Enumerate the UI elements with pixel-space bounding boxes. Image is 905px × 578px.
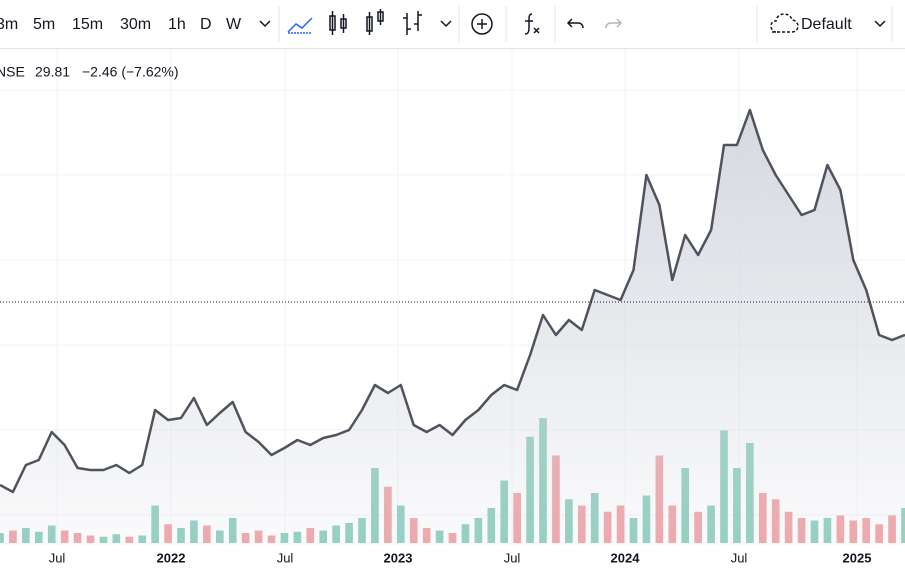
redo[interactable] xyxy=(605,18,623,29)
legend-change: −2.46 (−7.62%) xyxy=(82,64,179,80)
indicators-icon[interactable] xyxy=(524,13,540,35)
x-label: 2022 xyxy=(157,550,186,565)
x-label: Jul xyxy=(504,550,521,565)
x-label: Jul xyxy=(731,550,748,565)
interval[interactable]: W xyxy=(226,16,242,33)
interval[interactable]: 1h xyxy=(168,16,186,33)
interval[interactable]: 15m xyxy=(72,16,103,33)
compare-icon[interactable] xyxy=(471,13,493,35)
undo[interactable] xyxy=(566,18,584,29)
x-label: Jul xyxy=(49,550,66,565)
legend-price: 29.81 xyxy=(35,64,70,80)
toolbar-icons xyxy=(259,6,893,42)
dropdown[interactable] xyxy=(440,20,452,28)
interval[interactable]: D xyxy=(200,16,212,33)
area-icon[interactable] xyxy=(287,17,313,33)
plot xyxy=(0,108,905,545)
bars-icon[interactable] xyxy=(403,11,422,35)
candles-icon[interactable] xyxy=(329,11,347,35)
cloud-icon[interactable] xyxy=(770,13,799,33)
interval[interactable]: 5m xyxy=(33,16,55,33)
toolbar: 3m 5m 15m 30m 1h D W xyxy=(0,16,242,33)
area xyxy=(0,110,905,545)
dropdown[interactable] xyxy=(874,20,886,28)
interval[interactable]: 3m xyxy=(0,16,18,33)
x-label: 2024 xyxy=(611,550,641,565)
interval[interactable]: 30m xyxy=(120,16,151,33)
hollow-icon[interactable] xyxy=(366,9,384,35)
x-label: 2023 xyxy=(384,550,413,565)
layout-name[interactable]: Default xyxy=(801,16,852,33)
legend-symbol: NSE xyxy=(0,64,25,80)
dropdown[interactable] xyxy=(259,20,271,28)
x-axis: Jul 2022 Jul 2023 Jul 2024 Jul 2025 xyxy=(49,550,872,565)
x-label: Jul xyxy=(277,550,294,565)
x-label: 2025 xyxy=(843,550,872,565)
price-line xyxy=(0,108,905,494)
